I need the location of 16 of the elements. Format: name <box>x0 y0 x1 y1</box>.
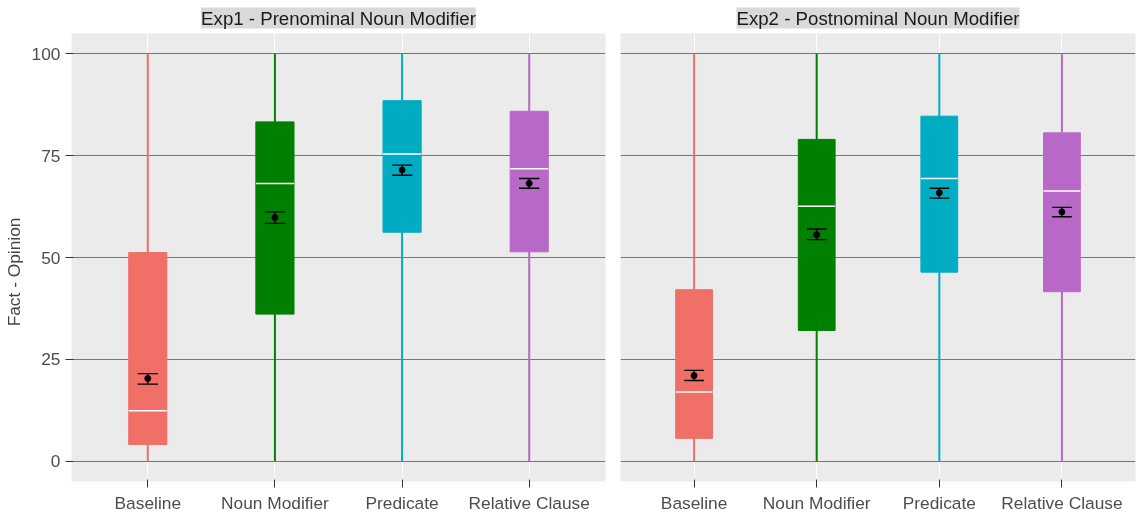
y-tick-label: 0 <box>50 451 61 472</box>
y-tick-label: 25 <box>41 349 61 370</box>
y-tick-label: 75 <box>41 145 61 166</box>
x-tick-label: Baseline <box>660 492 728 513</box>
chart-title: Exp2 - Postnominal Noun Modifier <box>736 7 1020 29</box>
x-tick-label: Baseline <box>114 492 182 513</box>
y-axis-title: Fact - Opinion <box>3 217 24 327</box>
x-tick-label: Relative Clause <box>468 492 590 513</box>
x-tick-label: Predicate <box>365 492 439 513</box>
y-tick-label: 50 <box>41 247 61 268</box>
x-tick-label: Noun Modifier <box>220 492 330 513</box>
x-tick-label: Noun Modifier <box>762 492 871 513</box>
chart-title: Exp1 - Prenominal Noun Modifier <box>201 7 476 29</box>
x-tick-label: Relative Clause <box>1001 492 1123 513</box>
y-tick-label: 100 <box>31 43 61 64</box>
x-tick-label: Predicate <box>902 492 976 513</box>
